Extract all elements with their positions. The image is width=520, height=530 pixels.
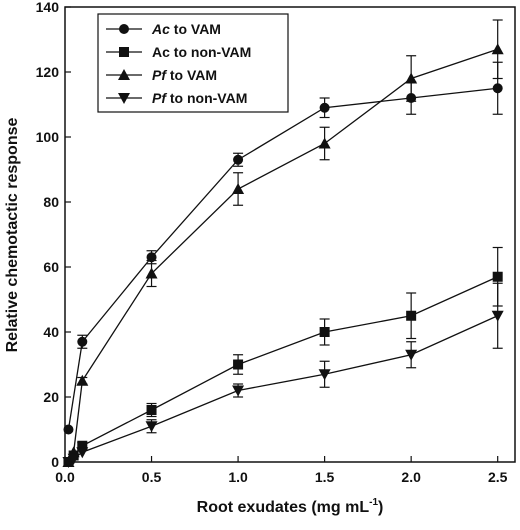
y-tick-label: 120: [36, 64, 60, 80]
legend-marker: [118, 69, 130, 80]
x-tick-label: 0.5: [142, 469, 162, 485]
series-3: [62, 19, 504, 467]
data-point: [76, 447, 89, 459]
data-point: [63, 424, 74, 435]
data-point: [492, 83, 503, 94]
x-axis-title: Root exudates (mg mL-1): [197, 497, 384, 516]
legend-marker: [118, 93, 130, 104]
legend-box: [97, 13, 289, 113]
data-point: [146, 405, 157, 415]
data-point: [318, 369, 331, 381]
data-point: [77, 336, 88, 347]
series-4: [62, 282, 504, 468]
legend: Ac to VAM Ac to non-VAM Pf to VAM Pf to non…: [97, 13, 289, 113]
data-point: [232, 385, 245, 397]
legend-marker: [119, 24, 129, 34]
x-tick-label: 1.5: [315, 469, 335, 485]
data-point: [146, 252, 157, 263]
data-point: [492, 271, 503, 282]
data-point: [318, 137, 331, 149]
y-tick-label: 60: [43, 259, 59, 275]
data-point: [76, 374, 89, 386]
y-tick-label: 20: [43, 389, 59, 405]
data-point: [232, 183, 245, 194]
x-tick-label: 0.0: [55, 469, 75, 485]
data-point: [145, 421, 158, 433]
data-point: [233, 154, 244, 165]
series-line: [67, 87, 498, 430]
data-point: [319, 102, 330, 113]
legend-label: Pf to non-VAM: [152, 90, 247, 106]
data-point: [406, 310, 417, 321]
legend-label: Pf to VAM: [152, 67, 217, 83]
data-point: [491, 310, 504, 322]
y-axis-title: Relative chemotactic response: [4, 118, 21, 353]
data-point: [233, 359, 244, 370]
data-point: [319, 327, 330, 337]
data-point: [145, 267, 158, 279]
data-point: [491, 43, 504, 55]
data-point: [405, 349, 418, 361]
data-point: [67, 453, 80, 465]
series-line: [67, 276, 498, 463]
legend-marker: [119, 47, 129, 57]
y-tick-label: 140: [36, 0, 60, 15]
data-point: [405, 72, 418, 84]
y-tick-label: 100: [36, 129, 60, 145]
legend-label: Ac to non-VAM: [152, 44, 251, 60]
series-line: [68, 315, 498, 463]
x-tick-label: 1.0: [228, 469, 248, 485]
series-line: [67, 48, 498, 463]
axes: 0.0 0.5 1.0 1.5 2.0 2.5 0 20 40 60 80 100 120 140: [36, 0, 516, 485]
series-1: [63, 61, 503, 435]
y-tick-label: 80: [43, 194, 59, 210]
y-tick-label: 0: [51, 454, 59, 470]
plot-frame: [64, 6, 516, 463]
y-tick-label: 40: [43, 324, 59, 340]
x-tick-label: 2.5: [488, 469, 508, 485]
data-point: [77, 440, 88, 451]
series-layer: [62, 19, 504, 468]
x-tick-label: 2.0: [401, 469, 421, 485]
legend-label: Ac to VAM: [151, 21, 221, 37]
